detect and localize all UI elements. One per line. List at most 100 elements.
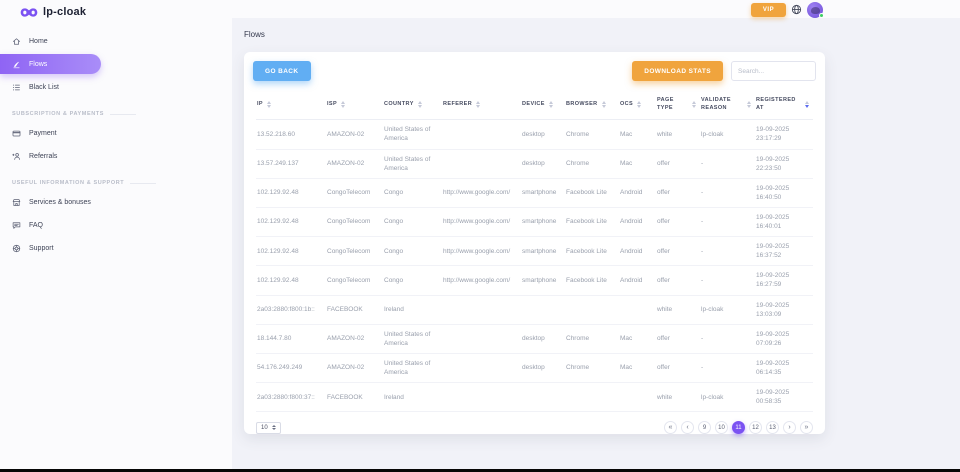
vip-button[interactable]: VIP <box>751 2 786 17</box>
download-stats-button[interactable]: DOWNLOAD STATS <box>632 61 723 81</box>
table-cell: Facebook Lite <box>565 236 619 266</box>
table-cell: offer <box>656 323 700 354</box>
sort-icon[interactable] <box>747 101 751 109</box>
avatar-image <box>810 6 820 14</box>
table-cell: Mac <box>619 323 656 354</box>
table-cell: smartphone <box>521 265 565 295</box>
table-cell: Android <box>619 177 656 208</box>
table-cell: - <box>700 352 755 383</box>
table-cell: desktop <box>521 323 565 354</box>
column-label: DEVICE <box>522 100 545 107</box>
page-button-13[interactable]: 13 <box>766 421 779 435</box>
table-cell <box>442 294 521 325</box>
sidebar-item-black-list[interactable]: Black List <box>0 77 232 97</box>
table-cell: AMAZON-02 <box>326 323 383 354</box>
go-back-button[interactable]: GO BACK <box>253 61 311 81</box>
card-footer: 10 « ‹ 9 10 11 12 13 › » <box>244 412 825 443</box>
table-cell: 19-09-2025 22:23:50 <box>755 148 813 179</box>
table-row: 13.57.249.137 AMAZON-02 United States of A… <box>256 148 813 179</box>
table-cell: offer <box>656 177 700 208</box>
table-cell: offer <box>656 352 700 383</box>
sidebar-section-heading: SUBSCRIPTION & PAYMENTS <box>12 111 232 117</box>
sidebar-item-faq[interactable]: FAQ <box>0 215 232 235</box>
column-header-device[interactable]: DEVICE <box>521 91 565 120</box>
column-header-referer[interactable]: REFERER <box>442 91 521 120</box>
sidebar-item-referrals[interactable]: Referrals <box>0 146 232 166</box>
sort-icon[interactable] <box>548 101 553 109</box>
table-cell: - <box>700 206 755 237</box>
column-header-browser[interactable]: BROWSER <box>565 91 619 120</box>
last-page-button[interactable]: » <box>800 421 813 435</box>
column-header-isp[interactable]: ISP <box>326 91 383 120</box>
table-cell: 102.129.92.48 <box>256 265 326 295</box>
sort-icon[interactable] <box>267 101 271 109</box>
table-body: 13.52.218.60 AMAZON-02 United States of Am… <box>256 119 813 413</box>
table-cell: offer <box>656 148 700 179</box>
table-cell: white <box>656 382 700 413</box>
table-cell <box>619 294 656 325</box>
column-header-ip[interactable]: IP <box>256 91 326 120</box>
page-button-12[interactable]: 12 <box>749 421 762 435</box>
table-cell <box>521 294 565 325</box>
table-cell: - <box>700 236 755 266</box>
table-cell: 102.129.92.48 <box>256 236 326 266</box>
table-cell: 102.129.92.48 <box>256 206 326 237</box>
sidebar-item-label: Black List <box>29 83 59 91</box>
sidebar-item-label: Services & bonuses <box>29 198 91 206</box>
column-header-page-type[interactable]: PAGE TYPE <box>656 91 700 120</box>
sort-icon[interactable] <box>417 101 422 109</box>
brand-logo[interactable]: lp-cloak <box>0 0 232 28</box>
column-label: OCS <box>620 100 634 107</box>
table-cell: http://www.google.com/ <box>442 236 521 266</box>
table-cell <box>565 294 619 325</box>
table-cell: 19-09-2025 16:40:01 <box>755 206 813 237</box>
page-button-9[interactable]: 9 <box>698 421 711 435</box>
column-header-country[interactable]: COUNTRY <box>383 91 442 120</box>
sort-icon[interactable] <box>805 101 809 109</box>
table-cell: http://www.google.com/ <box>442 265 521 295</box>
table-cell: Congo <box>383 236 442 266</box>
sort-icon[interactable] <box>341 101 346 109</box>
table-cell: United States of America <box>383 323 442 354</box>
pagination: « ‹ 9 10 11 12 13 › » <box>664 421 813 435</box>
table-cell <box>521 382 565 413</box>
flows-icon <box>13 61 20 68</box>
column-label: BROWSER <box>566 100 598 107</box>
table-row: 2a03:2880:f800:37:: FACEBOOK Ireland white l… <box>256 382 813 413</box>
user-avatar[interactable] <box>807 1 824 18</box>
table-cell: - <box>700 148 755 179</box>
sidebar-item-services-bonuses[interactable]: Services & bonuses <box>0 192 232 212</box>
referrals-icon <box>12 152 20 160</box>
table-cell: 102.129.92.48 <box>256 177 326 208</box>
prev-page-button[interactable]: ‹ <box>681 421 694 435</box>
column-header-validate-reason[interactable]: VALIDATE REASON <box>700 91 755 120</box>
sort-icon[interactable] <box>637 101 642 109</box>
sort-icon[interactable] <box>692 101 696 109</box>
column-header-registered-at[interactable]: REGISTERED AT <box>755 91 813 120</box>
search-input[interactable] <box>731 61 816 81</box>
sidebar-item-support[interactable]: Support <box>0 238 232 258</box>
page-button-10[interactable]: 10 <box>715 421 728 435</box>
table-cell: AMAZON-02 <box>326 119 383 150</box>
table-cell: lp-cloak <box>700 294 755 325</box>
table-cell: Android <box>619 236 656 266</box>
sidebar-item-flows[interactable]: Flows <box>0 54 101 74</box>
table-cell: 19-09-2025 16:40:50 <box>755 177 813 208</box>
language-globe-icon[interactable] <box>791 4 802 15</box>
sort-icon[interactable] <box>476 101 481 109</box>
sidebar-item-home[interactable]: Home <box>0 31 232 51</box>
sort-icon[interactable] <box>601 101 606 109</box>
column-header-ocs[interactable]: OCS <box>619 91 656 120</box>
column-label: PAGE TYPE <box>657 97 674 111</box>
table-cell: CongoTelecom <box>326 236 383 266</box>
first-page-button[interactable]: « <box>664 421 677 435</box>
next-page-button[interactable]: › <box>783 421 796 435</box>
table-cell: offer <box>656 206 700 237</box>
column-label: REFERER <box>443 100 473 107</box>
page-size-select[interactable]: 10 <box>256 421 281 434</box>
page-button-11[interactable]: 11 <box>732 421 745 435</box>
sidebar-item-payment[interactable]: Payment <box>0 123 232 143</box>
table-cell <box>442 382 521 413</box>
table-cell: Android <box>619 265 656 295</box>
table-cell: United States of America <box>383 148 442 179</box>
